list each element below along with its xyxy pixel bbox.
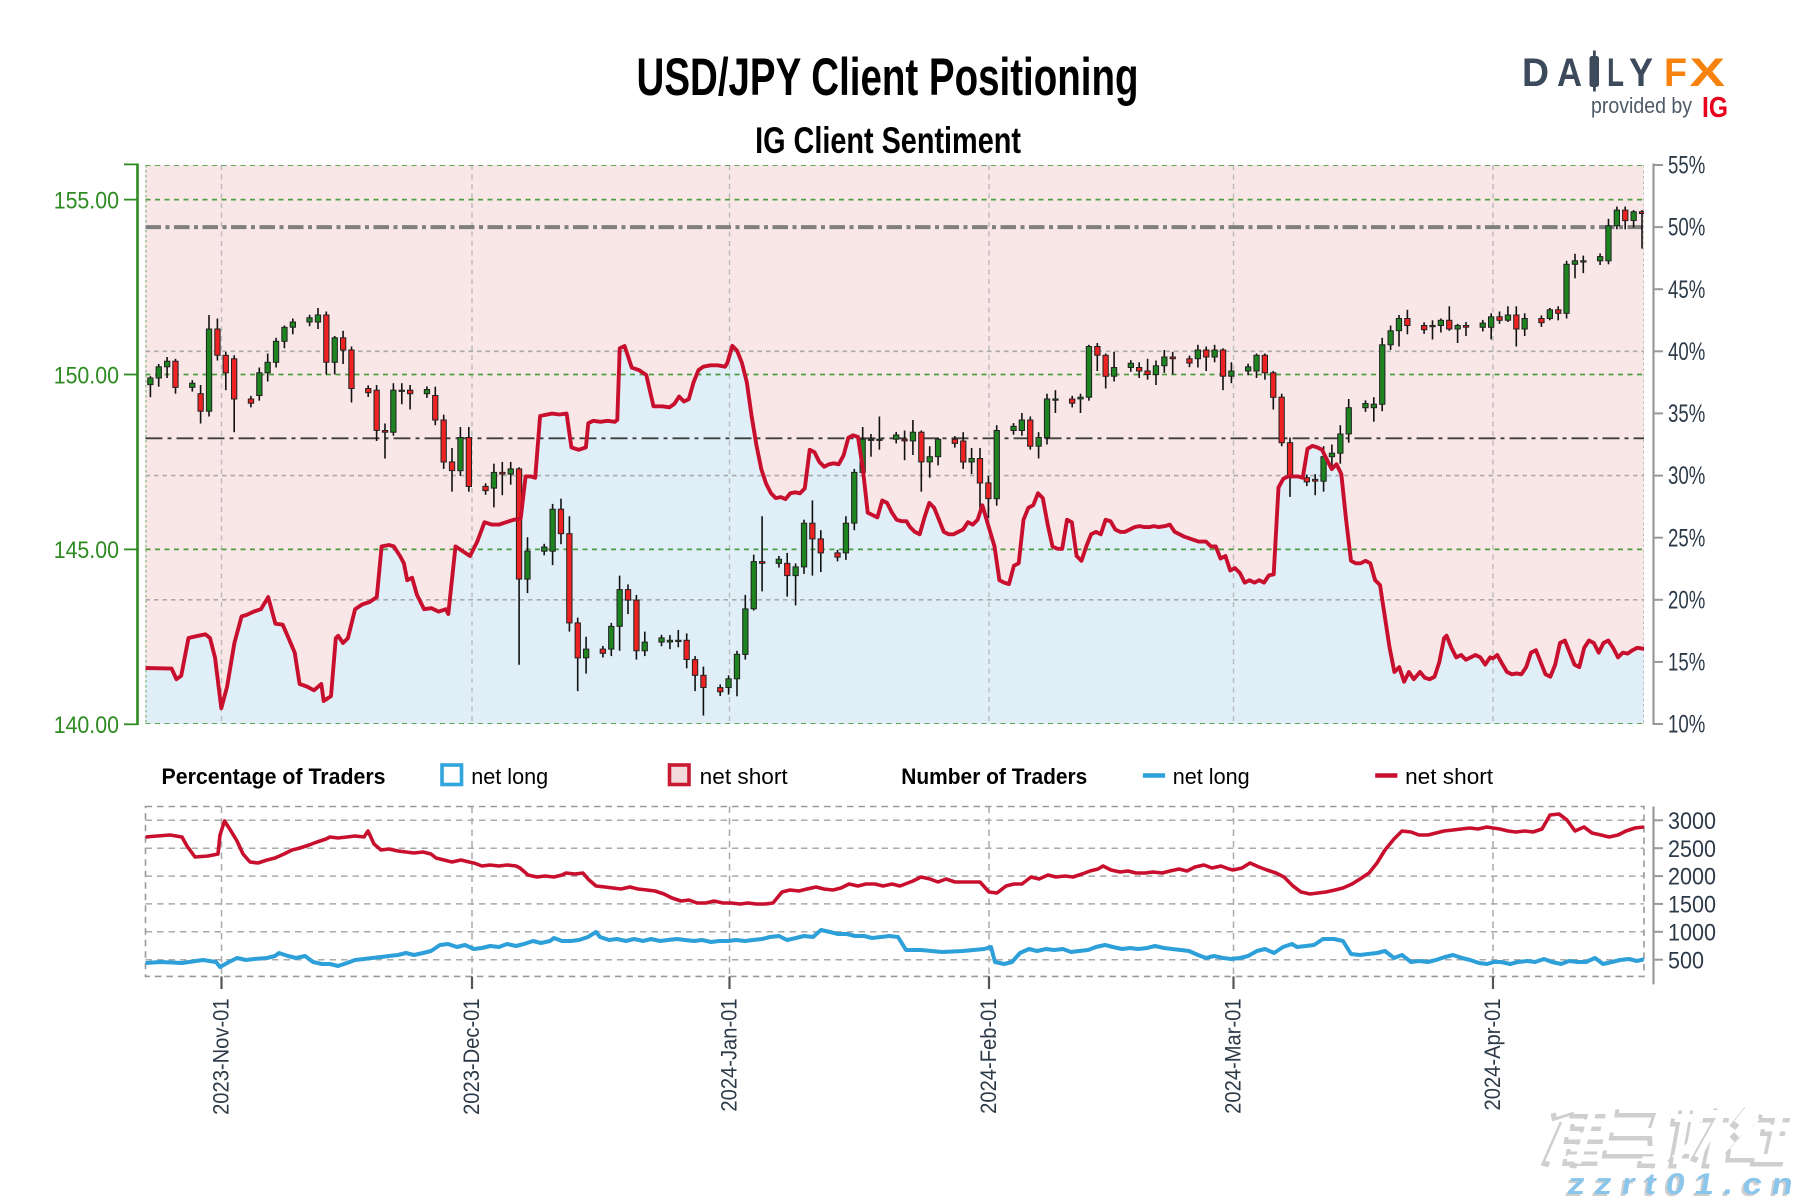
svg-text:20%: 20%: [1668, 586, 1705, 614]
svg-text:L: L: [1607, 51, 1624, 95]
svg-text:145.00: 145.00: [54, 536, 119, 564]
svg-text:USD/JPY Client Positioning: USD/JPY Client Positioning: [637, 47, 1139, 106]
svg-text:500: 500: [1668, 946, 1704, 974]
svg-text:Y: Y: [1629, 51, 1653, 95]
svg-text:1500: 1500: [1668, 890, 1716, 918]
svg-text:2000: 2000: [1668, 862, 1716, 890]
svg-text:3000: 3000: [1668, 807, 1716, 835]
svg-text:A: A: [1557, 51, 1582, 95]
svg-text:140.00: 140.00: [54, 711, 119, 739]
svg-text:net long: net long: [1173, 764, 1250, 789]
svg-text:net long: net long: [471, 764, 548, 789]
svg-text:Percentage of Traders: Percentage of Traders: [162, 764, 386, 789]
svg-text:2023-Nov-01: 2023-Nov-01: [208, 998, 233, 1115]
svg-text:2024-Jan-01: 2024-Jan-01: [716, 998, 741, 1111]
svg-text:25%: 25%: [1668, 524, 1705, 552]
svg-text:2500: 2500: [1668, 835, 1716, 863]
svg-text:X: X: [1690, 51, 1726, 95]
svg-text:150.00: 150.00: [54, 361, 119, 389]
svg-text:2023-Dec-01: 2023-Dec-01: [459, 998, 484, 1115]
svg-text:30%: 30%: [1668, 462, 1705, 490]
svg-text:IG: IG: [1702, 92, 1728, 124]
svg-text:155.00: 155.00: [54, 186, 119, 214]
svg-text:net short: net short: [700, 764, 789, 789]
svg-text:40%: 40%: [1668, 337, 1705, 365]
svg-text:2024-Apr-01: 2024-Apr-01: [1480, 998, 1505, 1110]
svg-text:2024-Feb-01: 2024-Feb-01: [976, 998, 1001, 1113]
svg-text:1000: 1000: [1668, 918, 1716, 946]
svg-text:2024-Mar-01: 2024-Mar-01: [1220, 998, 1245, 1113]
svg-text:D: D: [1522, 51, 1549, 95]
svg-text:z z r t 0 1 . c n: z z r t 0 1 . c n: [1563, 1170, 1793, 1200]
svg-text:F: F: [1664, 51, 1687, 95]
svg-text:15%: 15%: [1668, 648, 1705, 676]
svg-text:45%: 45%: [1668, 275, 1705, 303]
svg-text:55%: 55%: [1668, 151, 1705, 179]
svg-text:z z r t 0 1 . c n: z z r t 0 1 . c n: [1565, 1168, 1795, 1200]
svg-text:provided by: provided by: [1591, 93, 1692, 118]
svg-text:IG Client Sentiment: IG Client Sentiment: [755, 120, 1021, 161]
svg-text:10%: 10%: [1668, 710, 1705, 738]
svg-text:35%: 35%: [1668, 399, 1705, 427]
svg-text:net short: net short: [1405, 764, 1494, 789]
svg-text:Number of Traders: Number of Traders: [901, 764, 1087, 789]
svg-text:50%: 50%: [1668, 213, 1705, 241]
